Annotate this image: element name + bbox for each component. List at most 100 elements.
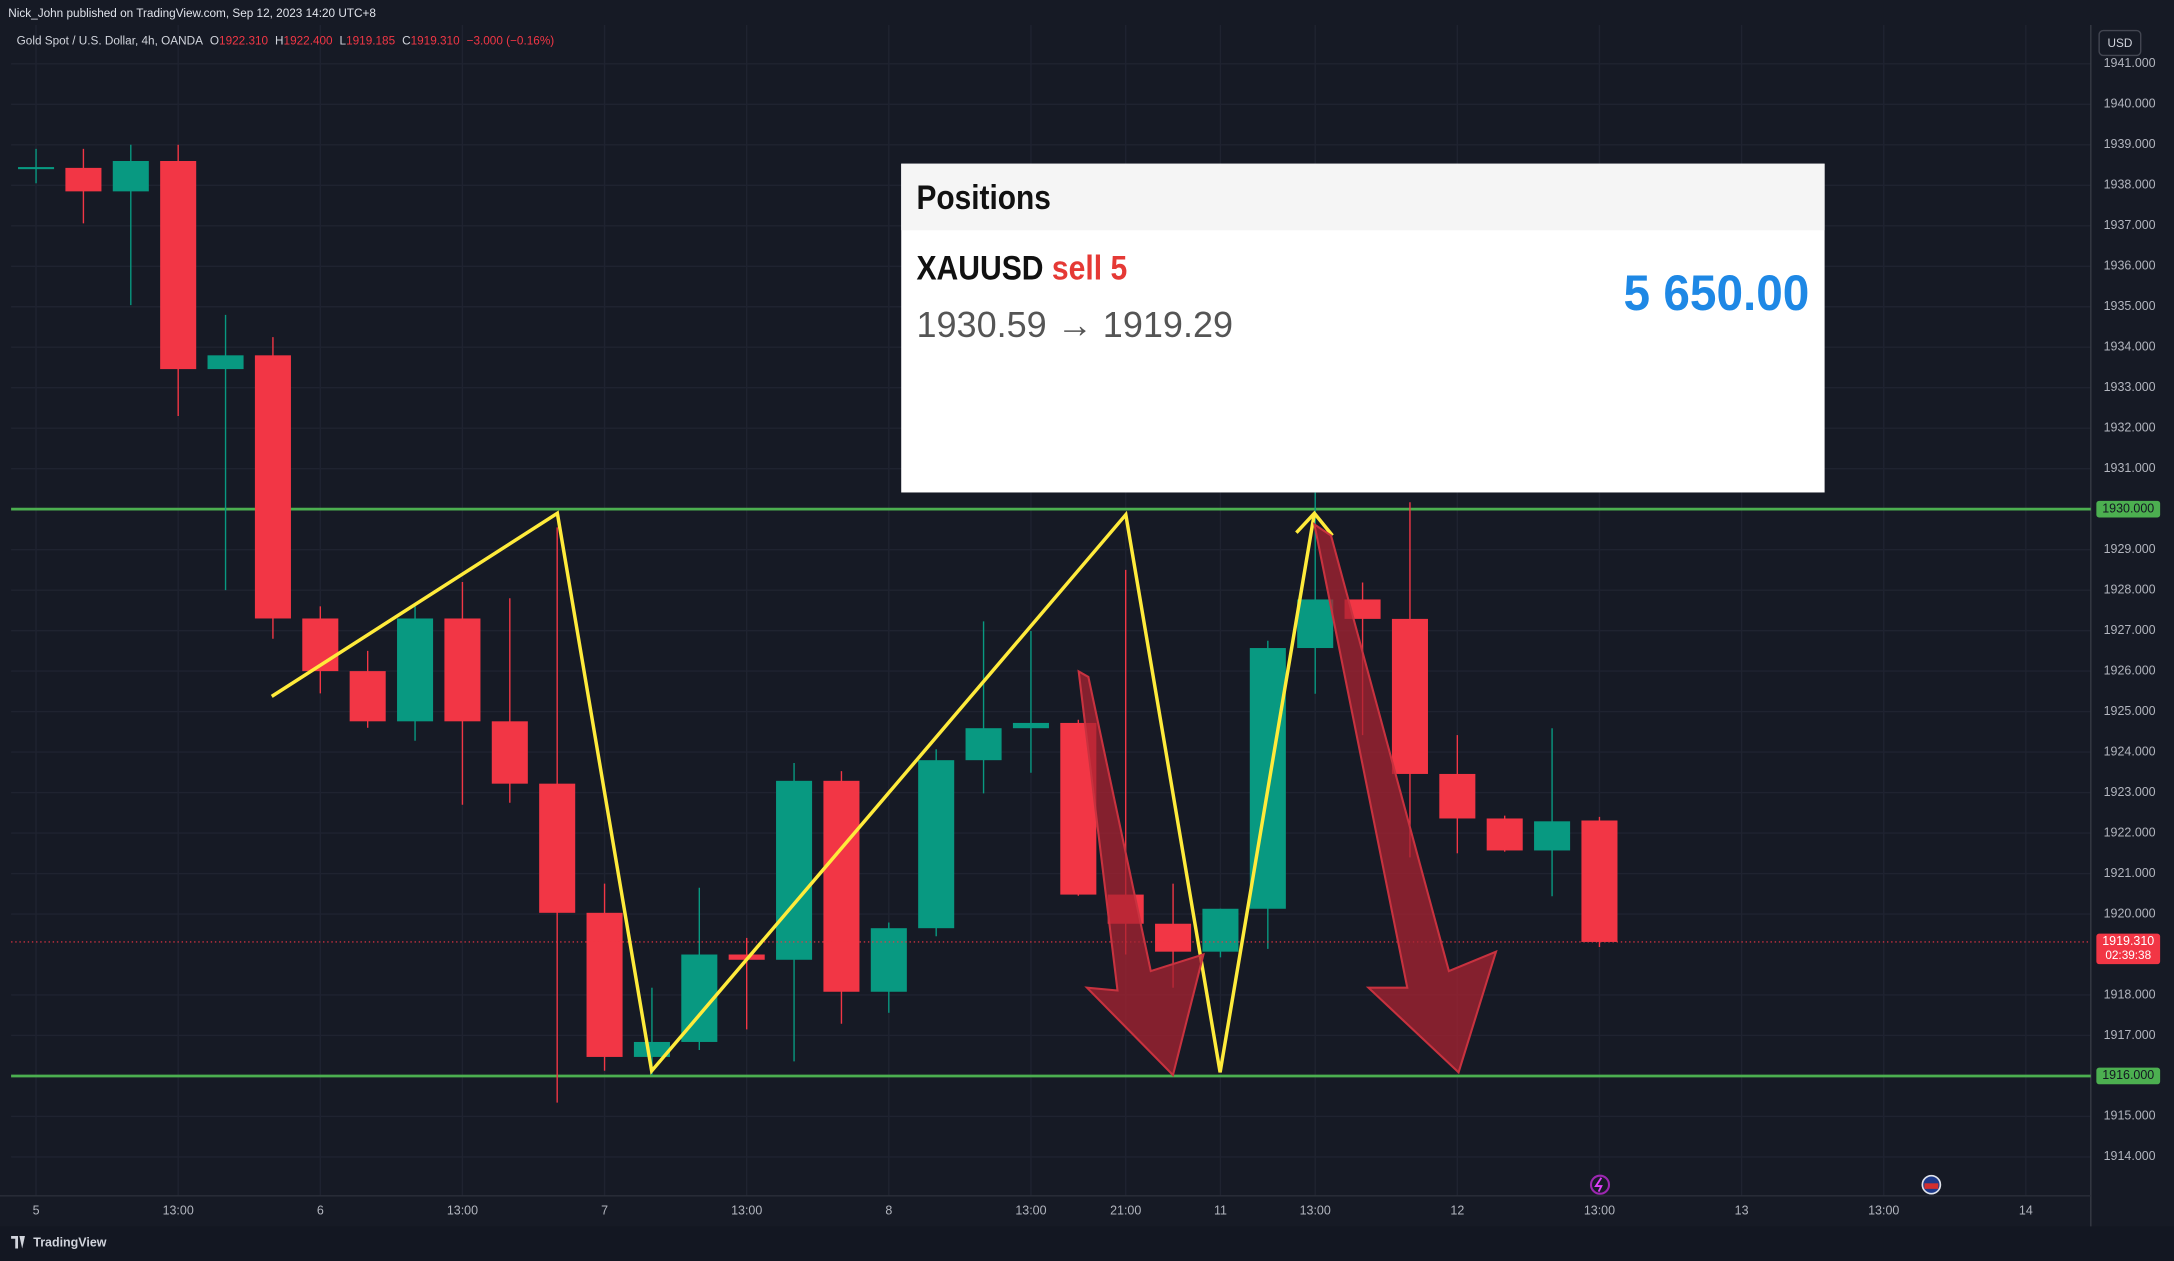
position-line: XAUUSDsell 5	[916, 250, 1127, 288]
horizontal-line-label: 1930.000	[2102, 501, 2154, 515]
event-icon[interactable]	[1589, 1174, 1611, 1195]
down-arrow	[1077, 669, 1205, 1078]
y-tick-label: 1928.000	[2104, 582, 2156, 596]
candle-body	[302, 618, 339, 672]
x-tick-label: 13:00	[447, 1203, 478, 1217]
y-tick-label: 1936.000	[2104, 259, 2156, 273]
candle-body	[1202, 908, 1239, 952]
footer-bar	[0, 1226, 2174, 1261]
x-tick-label: 11	[1214, 1203, 1227, 1217]
y-tick-label: 1926.000	[2104, 663, 2156, 677]
y-tick-label: 1917.000	[2104, 1028, 2156, 1042]
legend-value: 1922.400	[284, 35, 334, 48]
flag-icon-stripe	[1924, 1183, 1939, 1189]
candle-body	[1439, 773, 1476, 819]
x-tick-label: 7	[601, 1203, 608, 1217]
y-tick-label: 1918.000	[2104, 987, 2156, 1001]
side: sell 5	[1052, 250, 1127, 288]
positions-panel: Positions XAUUSDsell 5 1930.59 → 1919.29…	[901, 163, 1825, 493]
zigzag-drawing	[270, 510, 1317, 1075]
x-tick-label: 6	[317, 1203, 324, 1217]
panel-header	[901, 163, 1825, 231]
axes: 1941.000 1940.000 1939.000 1938.000 1937.000…	[33, 56, 2161, 1217]
candle-body	[1391, 618, 1428, 774]
y-tick-label: 1937.000	[2104, 218, 2156, 232]
x-tick-label: 5	[33, 1203, 40, 1217]
candle-body	[349, 671, 386, 722]
y-tick-label: 1940.000	[2104, 97, 2156, 111]
y-tick-label: 1939.000	[2104, 137, 2156, 151]
legend-value: 1919.310	[411, 35, 461, 48]
y-tick-label: 1934.000	[2104, 340, 2156, 354]
candle-body	[1534, 821, 1571, 851]
x-tick-label: 13:00	[1300, 1203, 1331, 1217]
legend-key: L	[340, 35, 347, 48]
legend-value: 1919.185	[346, 35, 396, 48]
candle-body	[65, 167, 102, 192]
y-tick-label: 1938.000	[2104, 178, 2156, 192]
y-tick-label: 1931.000	[2104, 461, 2156, 475]
x-tick-label: 12	[1450, 1203, 1464, 1217]
y-tick-label: 1924.000	[2104, 744, 2156, 758]
candle-body	[254, 355, 291, 619]
y-tick-label: 1915.000	[2104, 1109, 2156, 1123]
legend-key: O	[210, 35, 219, 48]
y-tick-label: 1927.000	[2104, 623, 2156, 637]
legend-change: −3.000 (−0.16%)	[467, 35, 555, 48]
candle-body	[1012, 722, 1049, 729]
candle-body	[18, 167, 55, 170]
y-tick-label: 1935.000	[2104, 299, 2156, 313]
y-tick-label: 1922.000	[2104, 825, 2156, 839]
horizontal-line-label: 1916.000	[2102, 1068, 2154, 1082]
candle-body	[918, 760, 955, 929]
candle-body	[207, 355, 244, 370]
candle-body	[586, 912, 623, 1057]
legend-value: 1922.310	[219, 35, 269, 48]
y-tick-label: 1941.000	[2104, 56, 2156, 70]
panel-title: Positions	[916, 179, 1050, 217]
candle-body	[1297, 599, 1334, 649]
candle-body	[1486, 818, 1523, 851]
y-tick-label: 1920.000	[2104, 906, 2156, 920]
countdown: 02:39:38	[2105, 949, 2151, 962]
candle-body	[1581, 820, 1618, 942]
last-price-label: 1919.310	[2102, 934, 2154, 948]
y-tick-label: 1933.000	[2104, 380, 2156, 394]
last-price-tag	[2096, 933, 2161, 965]
x-tick-label: 13:00	[731, 1203, 762, 1217]
candle-body	[870, 928, 907, 992]
candle-body	[444, 618, 481, 722]
legend-key: H	[275, 35, 283, 48]
x-tick-label: 21:00	[1110, 1203, 1141, 1217]
y-tick-label: 1929.000	[2104, 542, 2156, 556]
symbol: XAUUSD	[916, 250, 1043, 288]
candle-body	[1155, 923, 1192, 952]
attribution: Nick_John published on TradingView.com, …	[8, 7, 376, 20]
x-tick-label: 14	[2019, 1203, 2033, 1217]
footer-brand: TradingView	[33, 1235, 106, 1249]
x-tick-label: 13	[1735, 1203, 1749, 1217]
horizontal-line-tag	[2096, 1067, 2161, 1085]
currency: USD	[2108, 37, 2133, 50]
prices: 1930.59 → 1919.29	[916, 304, 1233, 345]
currency-box	[2098, 29, 2142, 57]
candle-body	[160, 161, 197, 370]
candle-body	[397, 618, 434, 722]
horizontal-line-tag	[2096, 500, 2161, 518]
candle-body	[633, 1041, 670, 1057]
candle-body	[112, 161, 149, 192]
legend-key: C	[402, 35, 411, 48]
y-tick-label: 1914.000	[2104, 1149, 2156, 1163]
candle-body	[491, 721, 528, 784]
candle-body	[1344, 599, 1381, 619]
drawings	[270, 510, 1498, 1078]
down-arrow	[1312, 522, 1498, 1075]
candle-body	[823, 780, 860, 992]
candle-body	[776, 780, 813, 960]
x-tick-label: 13:00	[163, 1203, 194, 1217]
x-tick-label: 13:00	[1584, 1203, 1615, 1217]
x-tick-label: 13:00	[1015, 1203, 1046, 1217]
candle-body	[965, 728, 1002, 761]
y-tick-label: 1921.000	[2104, 866, 2156, 880]
